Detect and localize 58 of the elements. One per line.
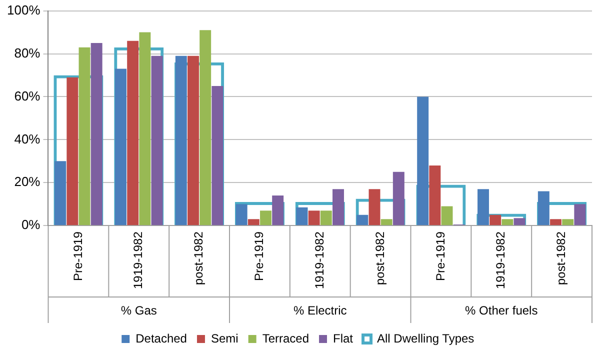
x-tick-label: 1919-1982 (494, 231, 508, 290)
y-tick-label: 0% (21, 217, 41, 232)
bar (502, 219, 514, 226)
bar (308, 210, 320, 226)
x-tick-label: Pre-1919 (433, 231, 448, 281)
legend-label: Flat (333, 331, 354, 346)
x-tick-label: Pre-1919 (252, 231, 266, 281)
bar (429, 165, 441, 226)
bar (550, 219, 562, 226)
x-tick-label: 1919-1982 (131, 231, 146, 290)
bar (380, 219, 392, 226)
bar (320, 210, 332, 226)
bar (200, 30, 212, 226)
bar (478, 189, 489, 226)
legend-label: All Dwelling Types (377, 331, 474, 346)
y-tick-label: 20% (14, 174, 41, 190)
bar (514, 218, 526, 226)
y-tick-label: 60% (14, 88, 41, 104)
bar (272, 196, 284, 226)
bar (368, 189, 380, 226)
bar (66, 77, 78, 226)
bar (54, 161, 66, 226)
x-tick-label: Pre-1919 (70, 231, 85, 281)
legend-label: Semi (210, 331, 238, 346)
bar (356, 214, 368, 226)
bar (151, 56, 163, 226)
legend-label: Terraced (262, 331, 310, 346)
bar (392, 172, 404, 226)
bar (127, 40, 139, 226)
bar (139, 32, 151, 226)
bar (78, 47, 90, 226)
x-tick-label: 1919-1982 (312, 231, 326, 290)
bar (441, 206, 453, 226)
bar (175, 56, 187, 226)
bar (574, 204, 586, 226)
x-tick-label: post-1982 (192, 231, 206, 285)
bar (332, 189, 344, 226)
bar (115, 68, 126, 226)
text: % Electric (293, 303, 347, 318)
x-tick-label: post-1982 (554, 231, 568, 285)
bar (538, 191, 550, 226)
bar (248, 219, 260, 226)
bar (562, 219, 574, 226)
bar (236, 204, 248, 226)
bar (212, 86, 224, 226)
bar (417, 96, 429, 226)
x-tick-label: post-1982 (372, 231, 387, 285)
bar (490, 214, 502, 226)
text: % Gas (120, 303, 157, 318)
bar (296, 207, 308, 226)
y-tick-label: 100% (7, 2, 41, 18)
bar (188, 56, 199, 226)
y-tick-label: 80% (14, 45, 41, 60)
bar (90, 43, 102, 226)
legend-label: Detached (136, 331, 187, 346)
y-tick-label: 40% (14, 131, 41, 146)
bar (260, 210, 272, 226)
text: % Other fuels (465, 303, 538, 318)
